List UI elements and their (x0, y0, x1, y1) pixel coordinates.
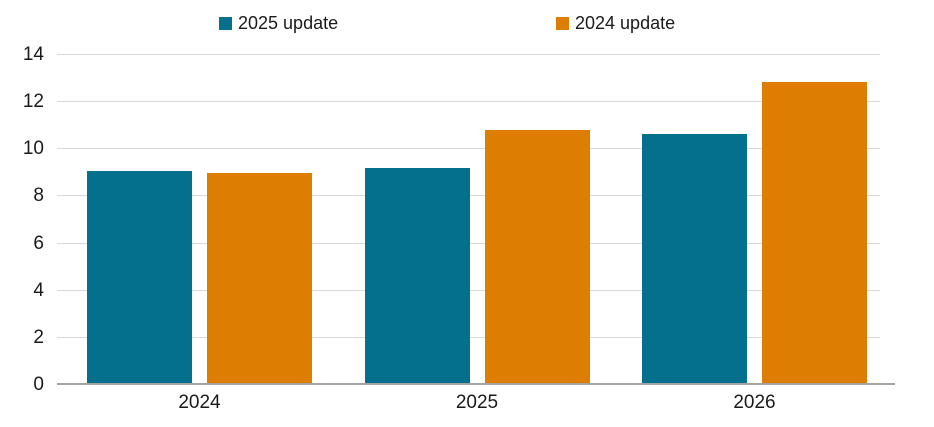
bar-group-2024 (87, 55, 312, 385)
y-axis-tick-label: 4 (33, 279, 44, 301)
y-axis: 0 2 4 6 8 10 12 14 (0, 44, 44, 395)
bar-2024-update-2025 (484, 130, 590, 385)
y-axis-tick-label: 10 (22, 138, 44, 160)
y-axis-tick-label: 2 (33, 326, 44, 348)
legend-swatch-2025-update (219, 16, 232, 30)
bar-2024-update-2024 (207, 172, 312, 385)
y-axis-tick-label: 8 (33, 185, 44, 207)
gridline (57, 148, 880, 150)
bar-2024-update-2026 (762, 82, 867, 385)
bar-group-2025 (364, 55, 590, 385)
gridline (57, 101, 880, 103)
plot-area (57, 54, 880, 385)
x-axis: 2024 2025 2026 (57, 392, 880, 414)
y-axis-tick-label: 0 (33, 374, 44, 395)
x-axis-tick-label: 2025 (455, 392, 499, 413)
x-axis-tick-label: 2026 (733, 392, 776, 413)
bar-2025-update-2024 (87, 170, 192, 385)
gridline (57, 54, 880, 55)
bar-groups (57, 55, 880, 385)
chart-legend: 2025 update 2024 update (0, 9, 934, 37)
legend-label-2025-update: 2025 update (238, 13, 339, 33)
y-axis-tick-label: 14 (22, 44, 44, 65)
y-axis-tick-label: 6 (33, 232, 44, 254)
legend-item-2025-update: 2025 update (219, 9, 338, 37)
legend-swatch-2024-update (556, 16, 569, 30)
x-axis-tick-label: 2024 (178, 392, 221, 413)
legend-item-2024-update: 2024 update (556, 9, 675, 37)
y-axis-tick-label: 12 (22, 91, 44, 113)
bar-2025-update-2025 (364, 168, 470, 385)
x-axis-line (57, 383, 895, 385)
bar-group-2026 (642, 55, 867, 385)
legend-label-2024-update: 2024 update (575, 13, 676, 33)
bar-2025-update-2026 (642, 133, 747, 385)
